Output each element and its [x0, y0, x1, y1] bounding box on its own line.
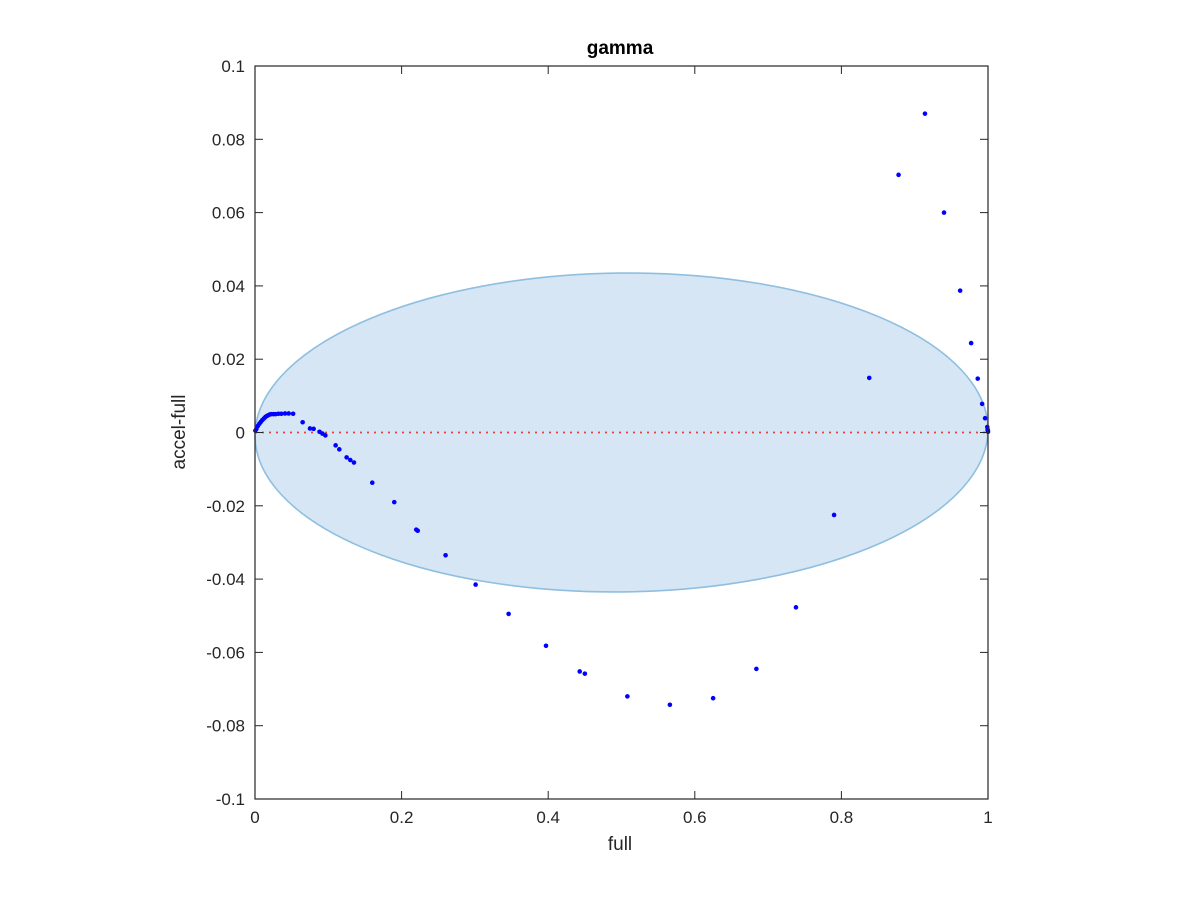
y-tick-label: -0.04: [206, 570, 245, 589]
data-point: [473, 582, 478, 587]
data-point: [369, 480, 375, 486]
data-point: [311, 426, 316, 432]
data-point: [975, 376, 981, 381]
x-tick-label: 0: [250, 808, 259, 827]
data-point: [336, 447, 342, 452]
data-point: [443, 552, 448, 558]
data-point: [754, 666, 759, 672]
data-point: [941, 210, 947, 215]
data-point: [415, 528, 421, 534]
data-point: [922, 111, 928, 116]
data-point: [333, 443, 338, 448]
data-point: [307, 426, 313, 431]
plot-area: 0 0.2 0.4 0.6 0.8 1 -0.1 -0.08 -0.06 -0.04 -0.02 0 0…: [206, 57, 992, 827]
data-point: [577, 669, 583, 674]
data-point: [351, 460, 357, 465]
x-axis-label: full: [608, 834, 632, 855]
data-point: [290, 411, 296, 417]
data-point: [300, 419, 305, 425]
data-point: [543, 643, 549, 649]
data-point: [391, 499, 397, 505]
y-tick-label: -0.1: [216, 790, 245, 809]
data-point: [582, 671, 588, 676]
data-point: [957, 288, 963, 293]
x-tick-label: 0.8: [830, 808, 854, 827]
data-point: [279, 411, 284, 417]
y-tick-label: 0.08: [212, 130, 245, 149]
y-tick-label: 0: [236, 424, 245, 443]
data-point: [667, 702, 673, 708]
chart-title: gamma: [587, 38, 654, 59]
x-tick-label: 0.4: [536, 808, 560, 827]
y-tick-label: 0.02: [212, 350, 245, 369]
data-point: [968, 340, 974, 346]
y-tick-label: 0.04: [212, 277, 245, 296]
data-point: [979, 401, 985, 407]
data-point: [347, 457, 353, 463]
y-tick-label: -0.08: [206, 717, 245, 736]
data-point: [344, 455, 349, 460]
y-tick-label: -0.06: [206, 643, 245, 662]
data-point: [286, 411, 292, 416]
data-point: [506, 611, 511, 617]
x-tick-label: 0.6: [683, 808, 707, 827]
data-point: [831, 512, 837, 518]
x-tick-label: 0.2: [390, 808, 414, 827]
y-tick-label: 0.06: [212, 204, 245, 223]
data-point: [323, 433, 328, 438]
y-tick-label: -0.02: [206, 497, 245, 516]
data-point: [982, 415, 988, 421]
x-tick-label: 1: [983, 808, 992, 827]
data-point: [710, 695, 716, 701]
data-point: [896, 172, 901, 178]
y-axis-label: accel-full: [169, 395, 190, 470]
y-tick-label: 0.1: [221, 57, 245, 76]
data-point: [793, 605, 799, 610]
data-point: [282, 411, 288, 416]
data-point: [866, 375, 872, 381]
data-point: [625, 694, 630, 699]
